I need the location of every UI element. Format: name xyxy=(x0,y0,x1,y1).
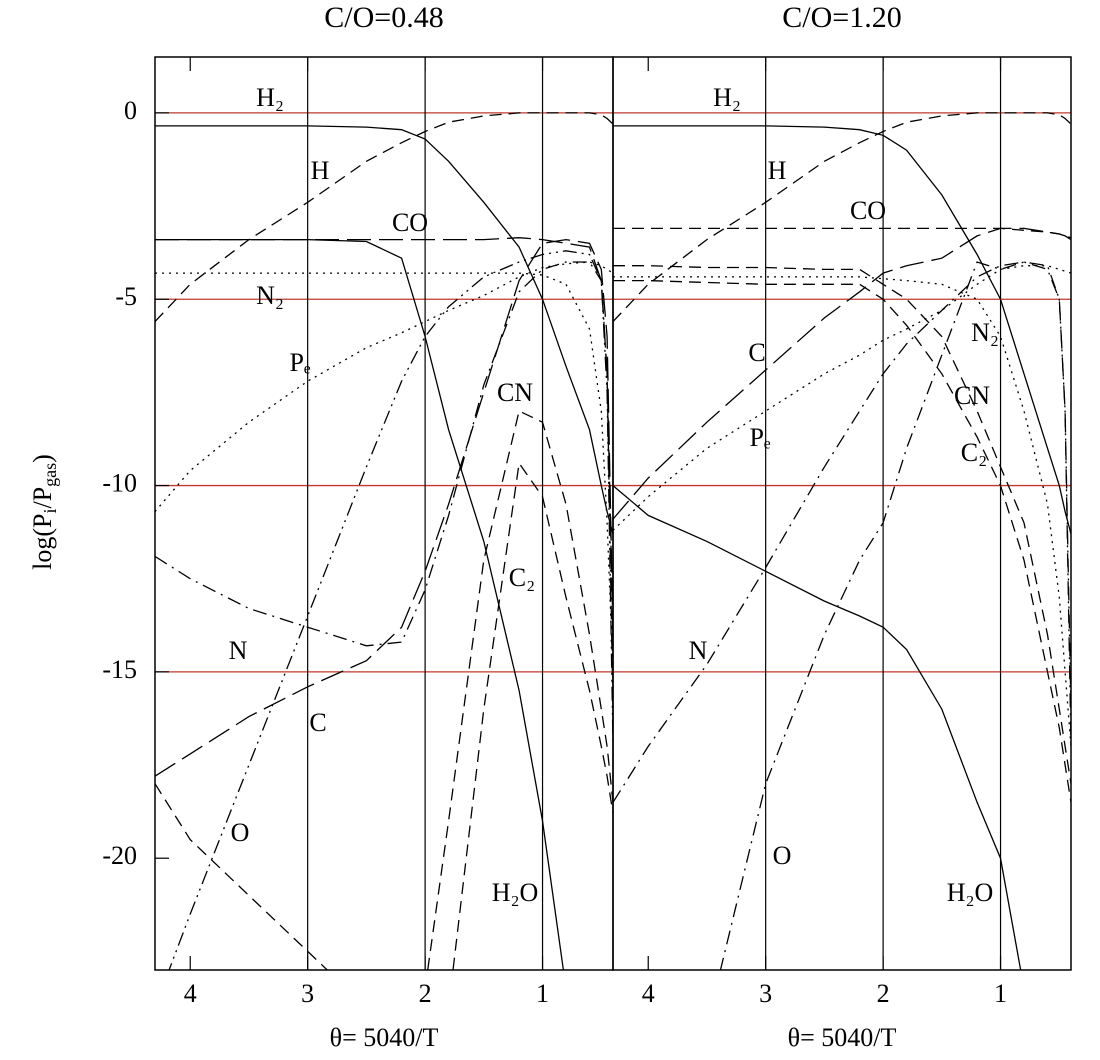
curve-label: H₂ xyxy=(713,83,741,112)
panel-title: C/O=0.48 xyxy=(324,1,443,34)
plot-frame xyxy=(612,56,1072,971)
y-axis-label-part: log(P xyxy=(28,514,57,570)
x-tick-label: 2 xyxy=(419,979,432,1008)
x-tick-label: 3 xyxy=(759,979,772,1008)
curve-label: N xyxy=(229,636,248,665)
y-tick-label: -5 xyxy=(115,282,137,311)
y-axis-label-part: gas xyxy=(40,463,60,487)
curve xyxy=(613,227,1071,239)
curve-label: Pₑ xyxy=(289,348,310,377)
curve-label: CO xyxy=(850,196,886,225)
curve-label: CN xyxy=(954,381,990,410)
curve-label: C xyxy=(309,708,326,737)
curve xyxy=(155,125,613,535)
curve-label: C₂ xyxy=(509,563,535,592)
curve-label: O xyxy=(231,818,250,847)
curve xyxy=(613,265,1071,784)
curve-label: CO xyxy=(392,208,428,237)
curve-label: N₂ xyxy=(971,318,999,347)
curve xyxy=(613,227,1071,520)
y-axis-label: log(Pi/Pgas) xyxy=(28,454,60,570)
panel xyxy=(613,57,1071,970)
x-tick-label: 2 xyxy=(877,979,890,1008)
curve-label: H xyxy=(311,156,330,185)
y-tick-label: 0 xyxy=(124,96,137,125)
x-axis-label: θ= 5040/T xyxy=(788,1023,897,1052)
curve-label: Pₑ xyxy=(749,423,770,452)
curve-label: O xyxy=(773,841,792,870)
curve xyxy=(168,250,613,970)
curve xyxy=(452,461,613,970)
x-tick-label: 1 xyxy=(536,979,549,1008)
curve-label: H₂O xyxy=(492,878,539,907)
curve xyxy=(155,112,613,323)
curve xyxy=(613,261,1071,803)
x-axis-label: θ= 5040/T xyxy=(330,1023,439,1052)
curve xyxy=(155,238,613,777)
curve-label: N xyxy=(689,636,708,665)
curve xyxy=(155,261,613,710)
curve xyxy=(155,237,613,635)
curve-label: C₂ xyxy=(961,438,987,467)
curve xyxy=(613,485,1022,970)
panel-title: C/O=1.20 xyxy=(782,1,901,34)
curve-label: H₂ xyxy=(256,83,284,112)
x-tick-label: 4 xyxy=(184,979,197,1008)
curve xyxy=(613,125,1071,535)
panel xyxy=(155,57,613,970)
x-tick-label: 4 xyxy=(642,979,655,1008)
y-axis-label-part: i xyxy=(40,509,60,514)
y-axis-label-part: /P xyxy=(28,487,57,509)
x-tick-label: 3 xyxy=(301,979,314,1008)
x-tick-label: 1 xyxy=(994,979,1007,1008)
curve-label: CN xyxy=(497,378,533,407)
curve xyxy=(155,238,565,970)
curve xyxy=(427,410,613,970)
curve xyxy=(155,783,329,970)
y-tick-label: -15 xyxy=(102,655,137,684)
curve xyxy=(613,112,1071,323)
curve-label: C xyxy=(748,338,765,367)
curve-label: N₂ xyxy=(256,281,284,310)
curve xyxy=(155,272,613,672)
curve-label: H xyxy=(768,156,787,185)
y-tick-label: -10 xyxy=(102,469,137,498)
y-tick-label: -20 xyxy=(102,841,137,870)
curve-label: H₂O xyxy=(947,878,994,907)
curve xyxy=(613,279,1071,803)
curve xyxy=(719,261,1071,970)
curve xyxy=(155,261,613,513)
curve xyxy=(613,276,1071,747)
y-axis-label-part: ) xyxy=(28,454,57,463)
